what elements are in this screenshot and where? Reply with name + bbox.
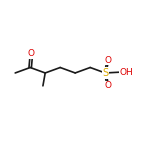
Text: OH: OH xyxy=(119,68,133,77)
Text: O: O xyxy=(104,56,111,65)
Text: O: O xyxy=(104,81,111,90)
Text: S: S xyxy=(102,68,108,78)
Text: O: O xyxy=(28,49,35,58)
